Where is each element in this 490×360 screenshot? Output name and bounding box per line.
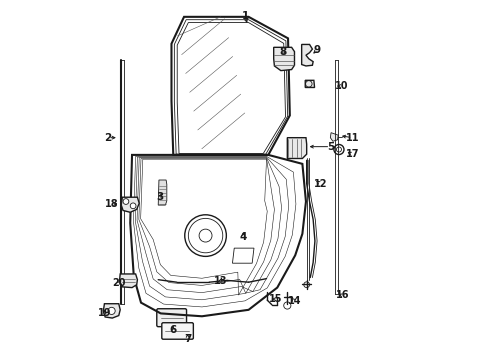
Text: 17: 17: [346, 149, 359, 159]
Text: 14: 14: [288, 296, 301, 306]
Text: 6: 6: [169, 325, 176, 335]
Text: 4: 4: [240, 232, 247, 242]
Circle shape: [123, 199, 129, 204]
Text: 15: 15: [269, 294, 282, 304]
Polygon shape: [274, 47, 294, 71]
Polygon shape: [330, 133, 338, 141]
Text: 13: 13: [214, 276, 227, 286]
Polygon shape: [158, 180, 167, 205]
Circle shape: [130, 203, 136, 209]
Polygon shape: [305, 80, 315, 87]
Text: 5: 5: [327, 141, 334, 152]
Text: 11: 11: [346, 133, 359, 143]
Circle shape: [108, 307, 115, 315]
FancyBboxPatch shape: [157, 309, 187, 327]
Text: 3: 3: [156, 192, 163, 202]
Text: 9: 9: [313, 45, 320, 55]
Text: 12: 12: [314, 179, 327, 189]
Polygon shape: [103, 304, 120, 318]
Text: 19: 19: [98, 309, 111, 318]
Text: 20: 20: [112, 278, 125, 288]
Text: 1: 1: [242, 11, 248, 21]
Text: 18: 18: [105, 199, 119, 210]
Polygon shape: [122, 197, 139, 212]
Text: 7: 7: [184, 333, 191, 343]
Text: 2: 2: [104, 133, 112, 143]
Text: 10: 10: [335, 81, 348, 91]
FancyBboxPatch shape: [162, 323, 194, 339]
Text: 8: 8: [279, 46, 286, 57]
Polygon shape: [287, 138, 307, 158]
Polygon shape: [302, 44, 313, 66]
Polygon shape: [120, 274, 137, 288]
Text: 16: 16: [336, 291, 349, 301]
